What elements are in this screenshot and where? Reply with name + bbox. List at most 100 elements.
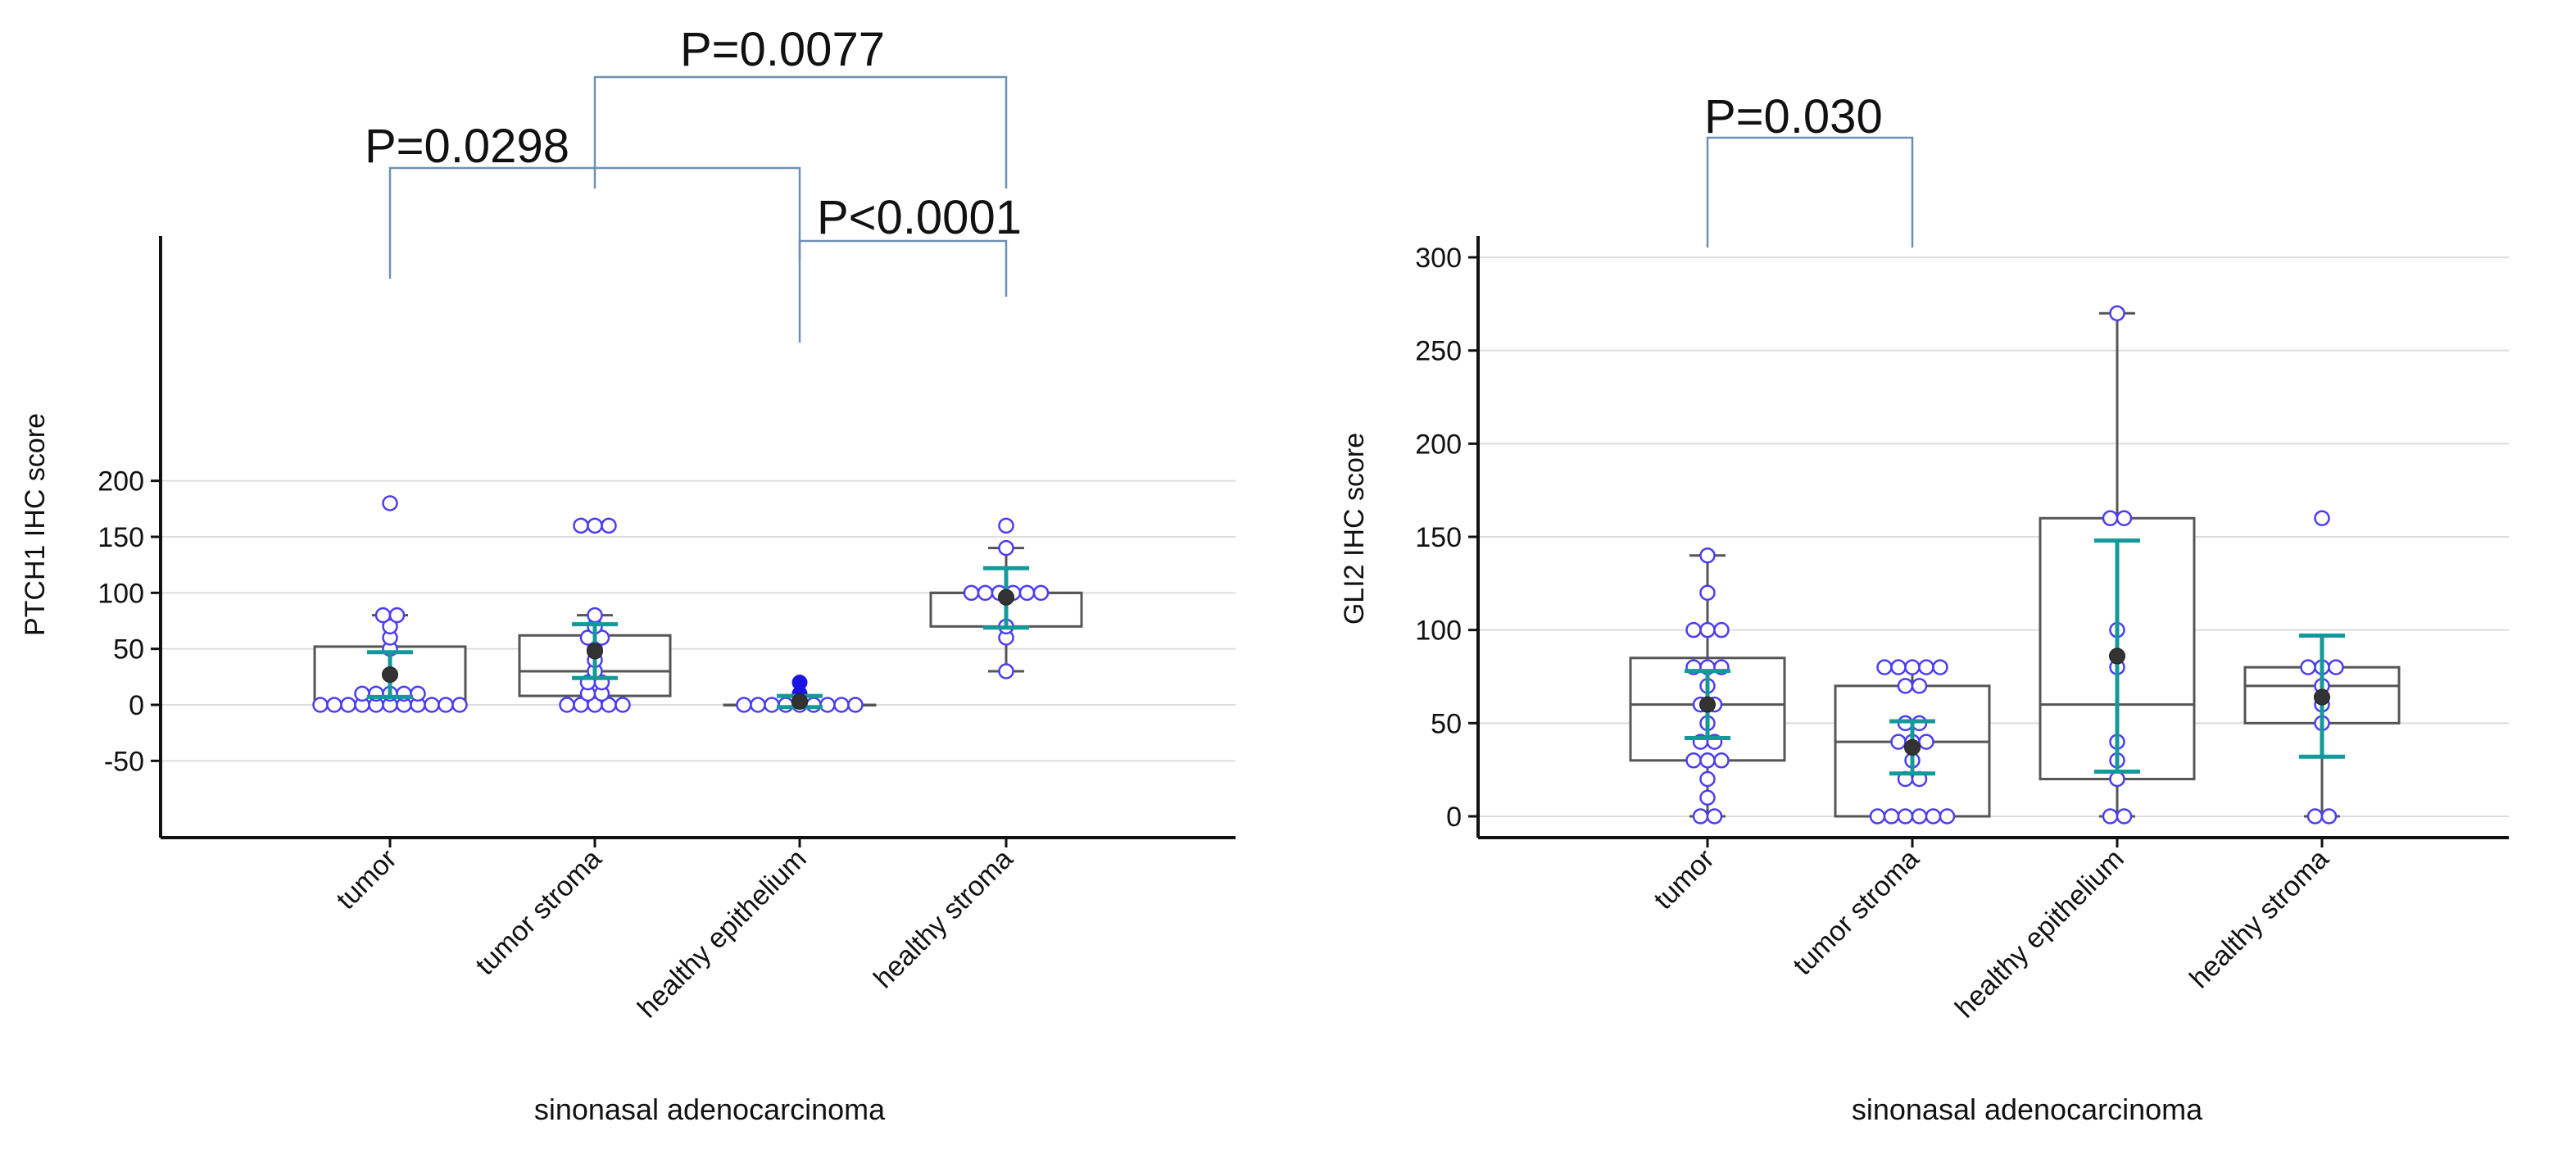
data-point <box>559 697 575 713</box>
data-point <box>424 697 440 713</box>
data-point <box>2116 808 2133 825</box>
p-value-label: P=0.030 <box>1704 90 1883 143</box>
data-point <box>2300 659 2316 675</box>
data-point <box>451 697 468 713</box>
data-point <box>833 697 850 713</box>
data-point <box>1925 808 1942 825</box>
category-label: healthy epithelium <box>632 843 813 1025</box>
p-value-label: P=0.0077 <box>680 23 885 76</box>
y-tick-label: 150 <box>98 522 144 553</box>
data-point <box>1685 752 1702 769</box>
group-healthy-stroma: healthy stroma <box>2184 510 2401 994</box>
data-point <box>2102 808 2119 825</box>
chart-panel-2: 0 50 100 150 200 250 300 GLI2 IHC score sinonasa… <box>1339 90 2509 1126</box>
data-point <box>1911 808 1928 825</box>
data-point <box>1918 734 1934 750</box>
data-point <box>977 584 994 602</box>
y-tick-label: 300 <box>1415 243 1462 274</box>
y-axis-title: GLI2 IHC score <box>1339 433 1370 625</box>
data-point <box>819 697 836 713</box>
data-point <box>1911 678 1928 694</box>
bracket-line <box>593 75 1008 189</box>
data-point <box>410 685 426 702</box>
data-point <box>354 685 370 702</box>
mean-point <box>1699 696 1716 713</box>
y-tick-label: 50 <box>113 634 144 666</box>
y-axis-title: PTCH1 IHC score <box>20 413 51 636</box>
data-point <box>2320 808 2338 825</box>
data-point <box>382 495 398 511</box>
y-tick-label: 200 <box>98 466 144 497</box>
data-point <box>1699 584 1716 601</box>
data-point <box>1897 808 1914 825</box>
data-point <box>1890 659 1907 675</box>
significance-bracket: P<0.0001 <box>798 191 1022 297</box>
y-tick-label: 200 <box>1415 429 1462 460</box>
data-point <box>438 697 454 713</box>
mean-point <box>587 643 603 660</box>
mean-point <box>791 693 808 710</box>
data-point <box>587 607 603 624</box>
group-tumor-stroma: tumor stroma <box>469 517 672 982</box>
p-value-label: P=0.0298 <box>365 120 569 173</box>
data-point <box>998 517 1014 534</box>
data-point <box>1713 752 1730 769</box>
data-point <box>382 618 398 635</box>
data-point <box>1692 808 1709 825</box>
data-point <box>1918 659 1934 675</box>
data-point <box>1699 621 1716 638</box>
data-point <box>1699 547 1716 564</box>
category-label: tumor <box>330 843 402 915</box>
data-point-highlighted <box>791 675 808 691</box>
data-point <box>847 697 864 713</box>
data-point <box>1890 734 1907 750</box>
data-point <box>326 697 342 713</box>
data-point <box>1699 752 1716 769</box>
data-point <box>736 697 752 713</box>
data-point <box>1904 659 1921 675</box>
data-point <box>1032 584 1050 602</box>
y-tick-label: -50 <box>104 746 144 777</box>
data-point <box>388 607 406 624</box>
significance-bracket: P=0.030 <box>1704 90 1914 248</box>
data-point <box>1699 789 1716 806</box>
data-point <box>2102 510 2119 527</box>
x-axis-title: sinonasal adenocarcinoma <box>534 1093 886 1126</box>
significance-bracket: P=0.0298 <box>365 120 801 343</box>
data-point <box>998 539 1014 557</box>
category-label: healthy stroma <box>868 843 1019 995</box>
data-point <box>2109 770 2125 788</box>
data-point <box>1685 621 1702 638</box>
data-point <box>2314 510 2330 527</box>
bracket-line <box>1706 136 1914 248</box>
category-label: healthy epithelium <box>1949 843 2130 1025</box>
data-point <box>1706 808 1723 825</box>
data-point <box>963 584 980 602</box>
data-point <box>1869 808 1886 825</box>
category-label: tumor stroma <box>1787 843 1925 982</box>
bracket-line <box>798 239 1008 297</box>
data-point <box>1018 584 1036 602</box>
data-point <box>573 517 589 534</box>
data-point <box>1876 659 1893 675</box>
significance-bracket: P=0.0077 <box>593 23 1008 189</box>
data-point <box>2109 305 2125 321</box>
data-point <box>374 607 392 624</box>
mean-point <box>2314 688 2330 706</box>
y-tick-label: 100 <box>98 578 144 609</box>
group-healthy-epithelium: healthy epithelium <box>632 675 877 1025</box>
y-tick-label: 250 <box>1415 336 1462 367</box>
category-label: tumor stroma <box>469 843 608 982</box>
data-point <box>1713 621 1730 638</box>
chart-panel-1: -50 0 50 100 150 200 PTCH1 IHC score sinonasal … <box>20 23 1236 1126</box>
data-point <box>2116 510 2133 527</box>
y-tick-label: 50 <box>1431 708 1462 739</box>
y-tick-label: 0 <box>1446 802 1462 833</box>
group-tumor: tumor <box>1629 547 1786 915</box>
mean-point <box>998 588 1014 606</box>
bracket-line <box>388 166 801 343</box>
group-tumor: tumor <box>312 495 468 915</box>
data-point <box>750 697 766 713</box>
mean-point <box>382 666 398 684</box>
